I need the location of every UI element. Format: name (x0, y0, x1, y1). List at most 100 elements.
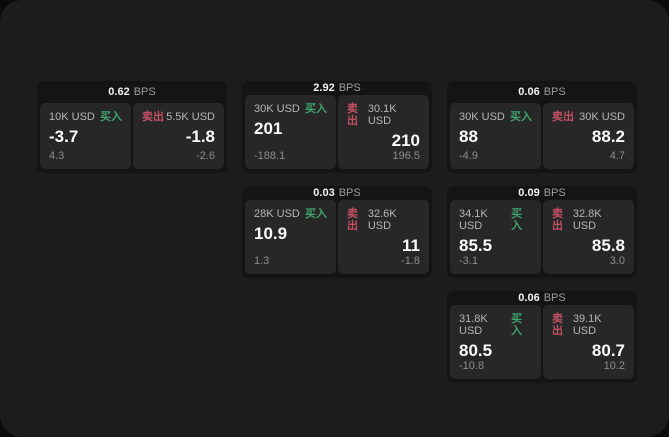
buy-quote-panel[interactable]: 31.8K USD 买入 80.5 -10.8 (450, 305, 541, 379)
spread-header: 2.92 BPS (245, 81, 429, 95)
spread-value: 0.03 (313, 187, 335, 199)
buy-button[interactable]: 买入 (511, 313, 523, 337)
quote-card: 0.06 BPS 31.8K USD 买入 80.5 -10.8 卖出 39.1… (447, 291, 637, 383)
sell-price: 80.7 (591, 341, 625, 360)
buy-quote-panel[interactable]: 34.1K USD 买入 85.5 -3.1 (450, 200, 541, 274)
spread-value: 2.92 (313, 82, 335, 94)
quote-panels: 31.8K USD 买入 80.5 -10.8 卖出 39.1K USD 80.… (450, 305, 634, 379)
buy-sub-value: 4.3 (49, 150, 65, 162)
buy-notional: 28K USD (254, 208, 300, 220)
buy-button[interactable]: 买入 (305, 103, 327, 115)
sell-sub-value: 4.7 (609, 150, 625, 162)
spread-unit-label: BPS (543, 86, 566, 98)
sell-panel-top: 卖出 30K USD (552, 111, 625, 123)
quote-card: 2.92 BPS 30K USD 买入 201 -188.1 卖出 30.1K … (242, 81, 432, 173)
spread-value: 0.62 (108, 86, 130, 98)
sell-button[interactable]: 卖出 (142, 111, 164, 123)
quote-card-grid: 0.62 BPS 10K USD 买入 -3.7 4.3 卖出 5.5K USD… (37, 81, 637, 383)
spread-value: 0.09 (518, 187, 540, 199)
buy-price: 10.9 (254, 224, 288, 243)
spread-unit-label: BPS (338, 187, 361, 199)
buy-sub-value: 1.3 (254, 255, 270, 267)
buy-sub-value: -10.8 (459, 360, 485, 372)
buy-panel-top: 28K USD 买入 (254, 208, 327, 220)
sell-quote-panel[interactable]: 卖出 5.5K USD -1.8 -2.6 (133, 103, 224, 169)
sell-panel-top: 卖出 5.5K USD (142, 111, 215, 123)
buy-button[interactable]: 买入 (100, 111, 122, 123)
quote-panels: 30K USD 买入 201 -188.1 卖出 30.1K USD 210 1… (245, 95, 429, 169)
quote-panels: 28K USD 买入 10.9 1.3 卖出 32.6K USD 11 -1.8 (245, 200, 429, 274)
sell-sub-value: -1.8 (401, 255, 420, 267)
buy-sub-value: -4.9 (459, 150, 478, 162)
buy-price: 88 (459, 127, 478, 146)
buy-quote-panel[interactable]: 10K USD 买入 -3.7 4.3 (40, 103, 131, 169)
sell-sub-value: 196.5 (392, 150, 420, 162)
buy-notional: 31.8K USD (459, 313, 488, 337)
spread-header: 0.03 BPS (245, 186, 429, 200)
spread-unit-label: BPS (133, 86, 156, 98)
sell-panel-top: 卖出 30.1K USD (347, 103, 420, 127)
spread-unit-label: BPS (338, 82, 361, 94)
sell-button[interactable]: 卖出 (347, 103, 358, 127)
quote-card: 0.09 BPS 34.1K USD 买入 85.5 -3.1 卖出 32.8K… (447, 186, 637, 278)
buy-quote-panel[interactable]: 28K USD 买入 10.9 1.3 (245, 200, 336, 274)
spread-unit-label: BPS (543, 292, 566, 304)
sell-quote-panel[interactable]: 卖出 39.1K USD 80.7 10.2 (543, 305, 634, 379)
sell-button[interactable]: 卖出 (347, 208, 358, 232)
buy-quote-panel[interactable]: 30K USD 买入 88 -4.9 (450, 103, 541, 169)
buy-notional: 10K USD (49, 111, 95, 123)
spread-value: 0.06 (518, 292, 540, 304)
quote-panels: 10K USD 买入 -3.7 4.3 卖出 5.5K USD -1.8 -2.… (40, 103, 224, 169)
buy-panel-top: 30K USD 买入 (459, 111, 532, 123)
sell-panel-top: 卖出 39.1K USD (552, 313, 625, 337)
buy-notional: 30K USD (254, 103, 300, 115)
buy-price: 80.5 (459, 341, 493, 360)
sell-price: 11 (402, 236, 420, 255)
sell-panel-top: 卖出 32.6K USD (347, 208, 420, 232)
spread-header: 0.06 BPS (450, 291, 634, 305)
quote-card: 0.06 BPS 30K USD 买入 88 -4.9 卖出 30K USD 8… (447, 81, 637, 173)
sell-price: 85.8 (591, 236, 625, 255)
sell-sub-value: 10.2 (603, 360, 625, 372)
sell-sub-value: 3.0 (609, 255, 625, 267)
sell-button[interactable]: 卖出 (552, 313, 563, 337)
buy-panel-top: 34.1K USD 买入 (459, 208, 532, 232)
sell-price: -1.8 (185, 127, 215, 146)
sell-notional: 39.1K USD (572, 313, 602, 337)
buy-panel-top: 31.8K USD 买入 (459, 313, 532, 337)
buy-button[interactable]: 买入 (511, 208, 523, 232)
sell-notional: 30K USD (579, 111, 625, 123)
buy-button[interactable]: 买入 (305, 208, 327, 220)
spread-value: 0.06 (518, 86, 540, 98)
sell-notional: 5.5K USD (166, 111, 215, 123)
quote-card: 0.03 BPS 28K USD 买入 10.9 1.3 卖出 32.6K US… (242, 186, 432, 278)
buy-quote-panel[interactable]: 30K USD 买入 201 -188.1 (245, 95, 336, 169)
buy-price: -3.7 (49, 127, 79, 146)
sell-quote-panel[interactable]: 卖出 30K USD 88.2 4.7 (543, 103, 634, 169)
sell-notional: 30.1K USD (367, 103, 397, 127)
spread-unit-label: BPS (543, 187, 566, 199)
sell-button[interactable]: 卖出 (552, 111, 574, 123)
sell-quote-panel[interactable]: 卖出 32.6K USD 11 -1.8 (338, 200, 429, 274)
buy-price: 201 (254, 119, 283, 138)
quote-panels: 34.1K USD 买入 85.5 -3.1 卖出 32.8K USD 85.8… (450, 200, 634, 274)
sell-price: 210 (391, 131, 420, 150)
sell-notional: 32.8K USD (572, 208, 602, 232)
spread-header: 0.06 BPS (450, 81, 634, 103)
buy-button[interactable]: 买入 (510, 111, 532, 123)
spread-header: 0.09 BPS (450, 186, 634, 200)
buy-panel-top: 30K USD 买入 (254, 103, 327, 115)
sell-quote-panel[interactable]: 卖出 30.1K USD 210 196.5 (338, 95, 429, 169)
quote-card: 0.62 BPS 10K USD 买入 -3.7 4.3 卖出 5.5K USD… (37, 81, 227, 173)
sell-notional: 32.6K USD (367, 208, 397, 232)
spread-header: 0.62 BPS (40, 81, 224, 103)
sell-button[interactable]: 卖出 (552, 208, 563, 232)
buy-panel-top: 10K USD 买入 (49, 111, 122, 123)
buy-sub-value: -3.1 (459, 255, 478, 267)
quote-panels: 30K USD 买入 88 -4.9 卖出 30K USD 88.2 4.7 (450, 103, 634, 169)
sell-panel-top: 卖出 32.8K USD (552, 208, 625, 232)
sell-quote-panel[interactable]: 卖出 32.8K USD 85.8 3.0 (543, 200, 634, 274)
buy-notional: 34.1K USD (459, 208, 488, 232)
